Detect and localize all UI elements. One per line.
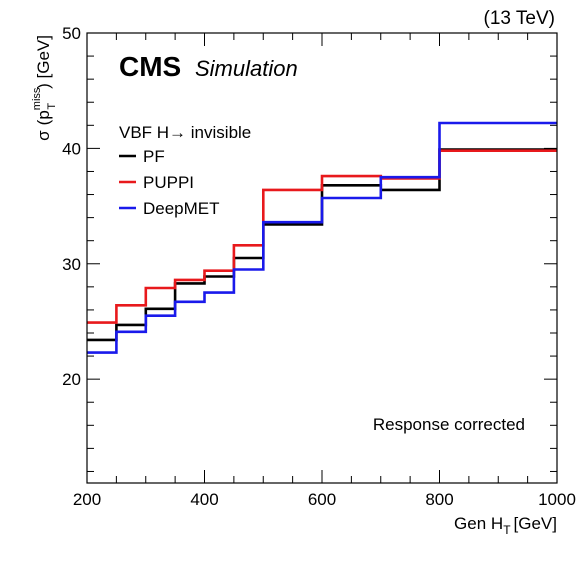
axis-layer: 200 400 600 800 1000 20 30 40 50 xyxy=(62,24,576,509)
legend-title: VBF H→ invisible xyxy=(119,123,251,142)
y-tick-label: 40 xyxy=(62,139,81,158)
y-axis-label-sigma: σ xyxy=(34,130,53,141)
x-tick-label: 800 xyxy=(425,490,453,509)
legend-label-puppi: PUPPI xyxy=(143,173,194,192)
cms-label: CMS xyxy=(119,51,181,82)
x-tick-label: 1000 xyxy=(538,490,576,509)
y-axis-label: σ (pmiss T ) [GeV] xyxy=(31,35,58,141)
legend-label-pf: PF xyxy=(143,147,165,166)
x-axis-label: Gen HT [GeV] xyxy=(454,514,557,537)
y-tick-label: 50 xyxy=(62,24,81,43)
y-axis-label-open: (p xyxy=(34,110,53,125)
plot-frame xyxy=(86,32,558,484)
response-annotation: Response corrected xyxy=(373,415,525,434)
y-tick-label: 30 xyxy=(62,255,81,274)
legend: VBF H→ invisible PF PUPPI DeepMET xyxy=(119,123,251,218)
y-tick-label: 20 xyxy=(62,370,81,389)
x-axis-label-unit: [GeV] xyxy=(514,514,557,533)
histogram-layer xyxy=(87,121,557,354)
simulation-label: Simulation xyxy=(195,56,298,81)
y-axis-label-subscript: T xyxy=(46,103,58,110)
series-line-deepmet xyxy=(87,121,557,354)
y-axis-label-superscript: miss xyxy=(31,87,43,110)
x-tick-label: 600 xyxy=(308,490,336,509)
x-tick-label: 200 xyxy=(73,490,101,509)
legend-label-deepmet: DeepMET xyxy=(143,199,220,218)
y-axis-label-close: ) [GeV] xyxy=(34,35,53,89)
x-axis-label-subscript: T xyxy=(503,523,511,537)
energy-label: (13 TeV) xyxy=(484,8,555,29)
x-tick-label: 400 xyxy=(190,490,218,509)
x-axis-label-base: Gen H xyxy=(454,514,503,533)
